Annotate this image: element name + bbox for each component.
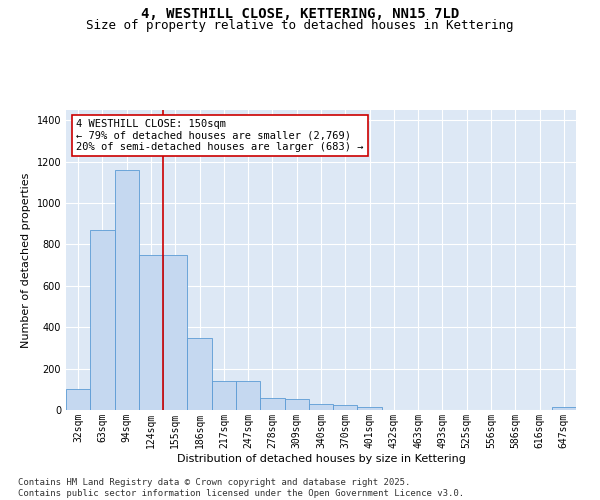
Bar — [163, 255, 187, 410]
Text: Contains HM Land Registry data © Crown copyright and database right 2025.
Contai: Contains HM Land Registry data © Crown c… — [18, 478, 464, 498]
Text: Size of property relative to detached houses in Kettering: Size of property relative to detached ho… — [86, 19, 514, 32]
Bar — [358, 407, 382, 410]
Bar — [212, 381, 236, 410]
Bar — [139, 255, 163, 410]
Bar — [115, 170, 139, 410]
Bar — [309, 404, 333, 410]
Bar — [187, 338, 212, 410]
Bar — [284, 398, 309, 410]
Bar — [552, 407, 576, 410]
X-axis label: Distribution of detached houses by size in Kettering: Distribution of detached houses by size … — [176, 454, 466, 464]
Bar — [236, 381, 260, 410]
Text: 4, WESTHILL CLOSE, KETTERING, NN15 7LD: 4, WESTHILL CLOSE, KETTERING, NN15 7LD — [141, 8, 459, 22]
Bar — [260, 398, 284, 410]
Bar — [90, 230, 115, 410]
Text: 4 WESTHILL CLOSE: 150sqm
← 79% of detached houses are smaller (2,769)
20% of sem: 4 WESTHILL CLOSE: 150sqm ← 79% of detach… — [76, 119, 364, 152]
Y-axis label: Number of detached properties: Number of detached properties — [21, 172, 31, 348]
Bar — [66, 390, 90, 410]
Bar — [333, 405, 358, 410]
